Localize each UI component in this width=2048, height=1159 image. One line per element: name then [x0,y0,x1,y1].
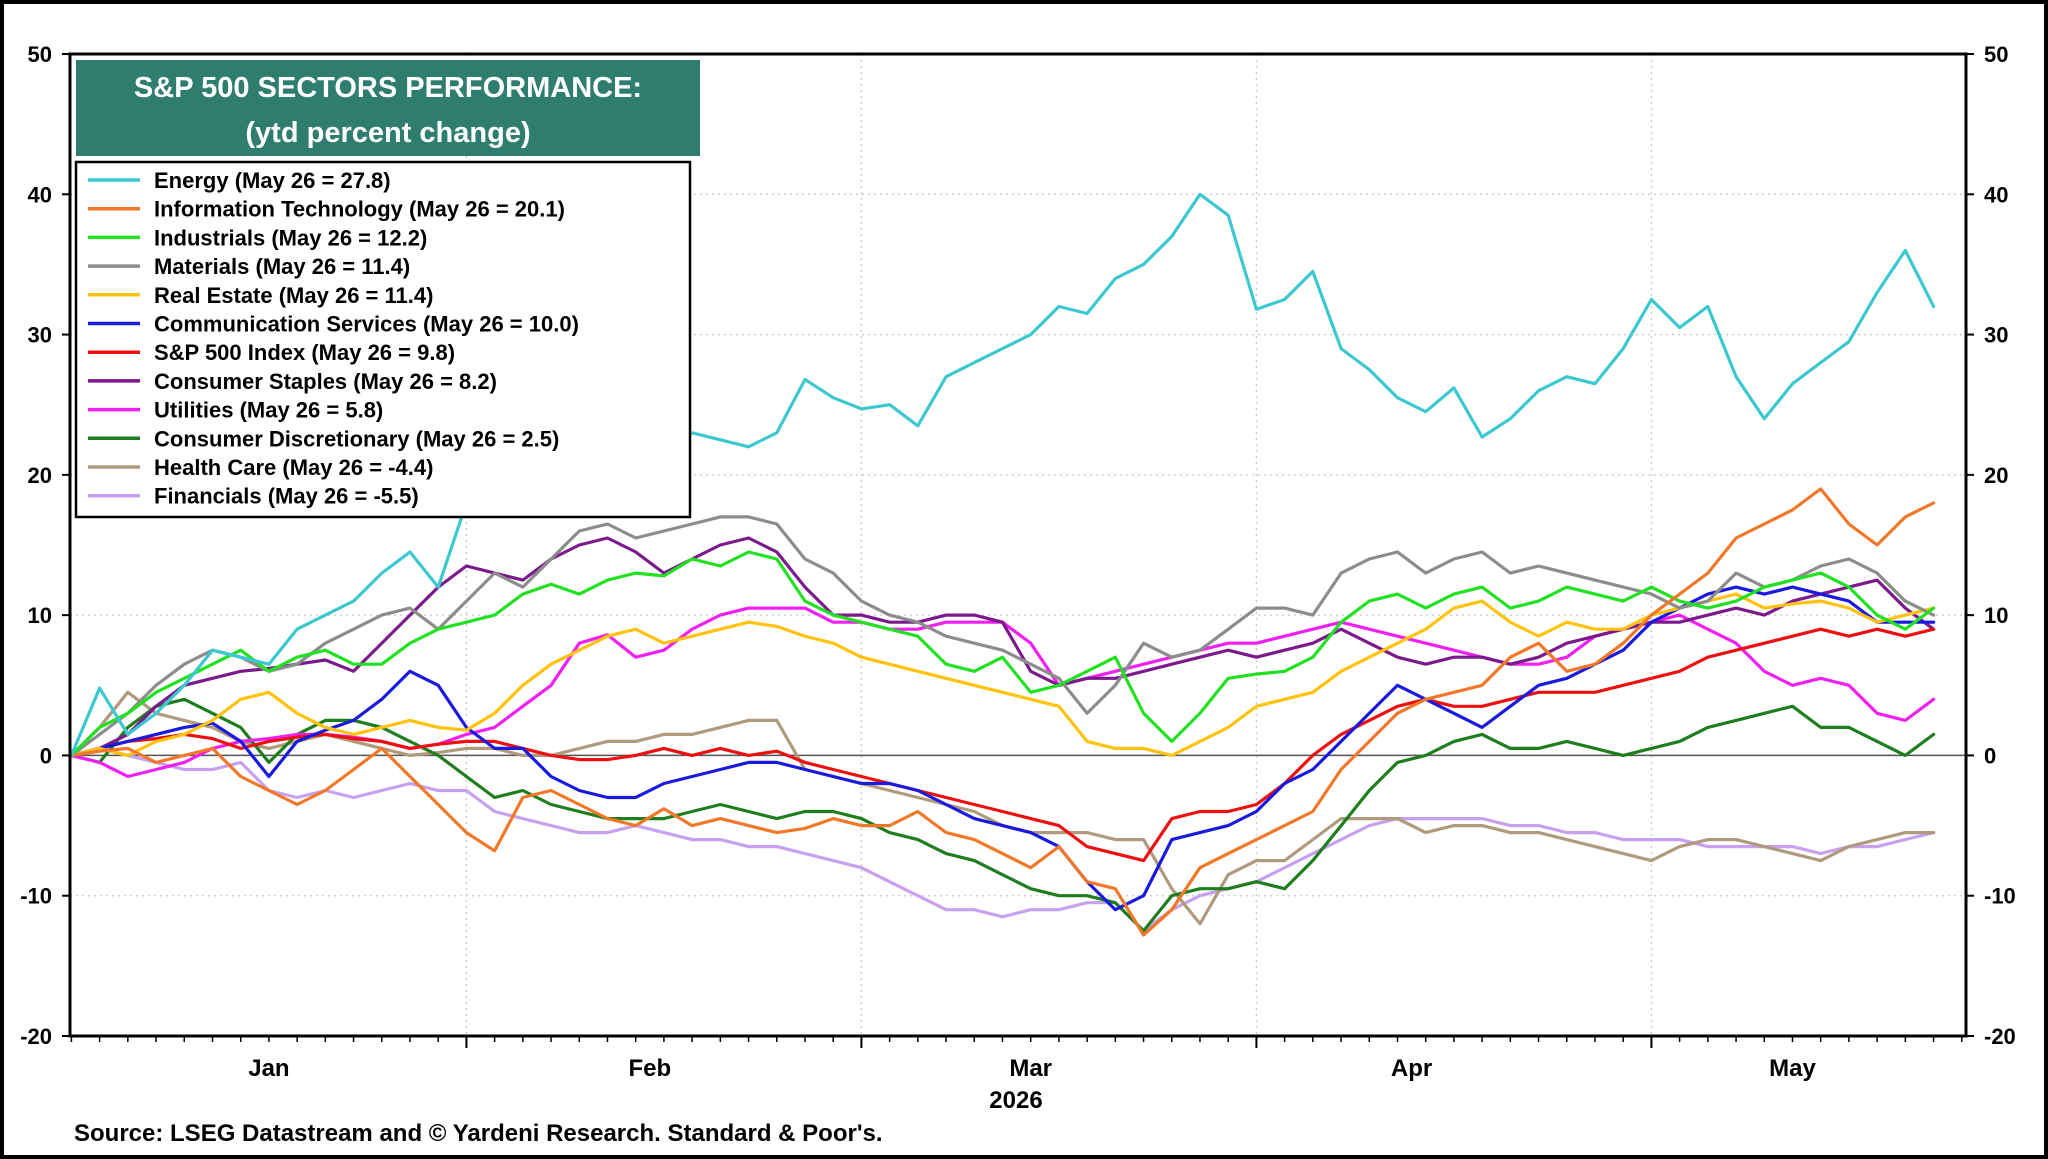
legend-entry-materials: Materials (May 26 = 11.4) [154,254,410,279]
legend-entry-communication-services: Communication Services (May 26 = 10.0) [154,312,579,337]
series-line-materials [69,515,1936,758]
y-tick-label-left: 50 [28,42,52,67]
x-tick-label-mar: Mar [1009,1055,1052,1082]
y-tick-label-right: 0 [1984,743,1996,768]
series-line-real-estate [69,592,1936,758]
sector-performance-chart: 50 50 40 40 30 30 20 20 10 10 0 0 -10 -10 -20 -20 Jan Feb… [20,42,2016,1114]
series-line-information-technology [69,487,1936,937]
x-tick-label-may: May [1769,1055,1816,1082]
legend-entry-utilities: Utilities (May 26 = 5.8) [154,398,383,423]
legend-entry-industrials: Industrials (May 26 = 12.2) [154,225,427,250]
x-tick-label-apr: Apr [1391,1055,1432,1082]
legend-entry-energy: Energy (May 26 = 27.8) [154,168,391,193]
series-line-financials [69,746,1936,933]
series-line-energy [69,192,1936,758]
axes: 50 50 40 40 30 30 20 20 10 10 0 0 -10 -10 -20 -20 Jan Feb… [20,42,2016,1082]
source-note: Source: LSEG Datastream and © Yardeni Re… [74,1120,883,1147]
y-tick-label-right: 50 [1984,42,2008,67]
legend-entry-information-technology: Information Technology (May 26 = 20.1) [154,197,565,222]
series-line-s-p-500-index [69,627,1936,863]
series-line-health-care [69,690,1936,926]
y-tick-label-right: 40 [1984,182,2008,207]
chart-title: S&P 500 SECTORS PERFORMANCE: [134,72,642,104]
plot-area-border [68,52,1968,1038]
title-box [76,60,700,156]
x-axis-label: 2026 [989,1087,1042,1114]
y-tick-label-right: -10 [1984,884,2016,909]
y-tick-label-left: 10 [28,603,52,628]
y-tick-label-right: -20 [1984,1024,2016,1049]
y-tick-label-right: 30 [1984,323,2008,348]
y-tick-label-right: 20 [1984,463,2008,488]
chart-frame: 50 50 40 40 30 30 20 20 10 10 0 0 -10 -10 -20 -20 Jan Feb… [4,4,2044,1155]
chart-subtitle: (ytd percent change) [245,117,530,149]
legend-entry-consumer-staples: Consumer Staples (May 26 = 8.2) [154,369,497,394]
legend-entry-consumer-discretionary: Consumer Discretionary (May 26 = 2.5) [154,426,559,451]
y-tick-label-right: 10 [1984,603,2008,628]
series-line-industrials [69,550,1936,758]
legend: Energy (May 26 = 27.8) Information Techno… [88,168,579,509]
y-tick-label-left: 0 [40,743,52,768]
series-lines [69,192,1936,937]
y-tick-label-left: 40 [28,182,52,207]
legend-box [74,160,692,519]
legend-entry-real-estate: Real Estate (May 26 = 11.4) [154,283,433,308]
y-tick-label-left: -10 [20,884,52,909]
legend-entry-financials: Financials (May 26 = -5.5) [154,484,419,509]
legend-entry-s-p-500-index: S&P 500 Index (May 26 = 9.8) [154,340,455,365]
y-tick-label-left: 20 [28,463,52,488]
legend-entry-health-care: Health Care (May 26 = -4.4) [154,455,433,480]
y-tick-label-left: -20 [20,1024,52,1049]
series-line-communication-services [69,585,1936,912]
y-tick-label-left: 30 [28,323,52,348]
x-tick-label-jan: Jan [248,1055,289,1082]
x-tick-label-feb: Feb [628,1055,671,1082]
